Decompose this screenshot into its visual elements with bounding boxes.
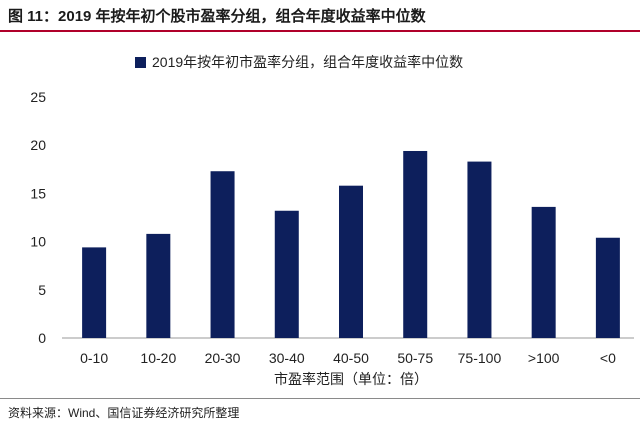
x-tick-label: 50-75 <box>397 350 433 366</box>
x-tick-label: >100 <box>528 350 560 366</box>
x-axis-ticks: 0-10 10-20 20-30 30-40 40-50 50-75 75-100 >100 <… <box>80 350 616 366</box>
bar <box>82 247 107 338</box>
bar <box>146 233 171 338</box>
bar <box>274 210 299 338</box>
x-tick-label: 0-10 <box>80 350 108 366</box>
y-tick-label: 15 <box>30 185 46 201</box>
y-tick-label: 0 <box>38 330 46 346</box>
bar-chart: 2019年按年初市盈率分组，组合年度收益率中位数 0 5 10 15 20 25 0-10… <box>30 54 634 387</box>
bar <box>403 150 428 338</box>
y-tick-label: 5 <box>38 282 46 298</box>
source-note: 资料来源：Wind、国信证券经济研究所整理 <box>8 406 240 420</box>
bar <box>339 185 363 338</box>
y-axis: 0 5 10 15 20 25 <box>30 89 46 346</box>
legend-label: 2019年按年初市盈率分组，组合年度收益率中位数 <box>152 54 463 70</box>
y-tick-label: 25 <box>30 89 46 105</box>
legend-swatch <box>135 57 146 68</box>
title-rule <box>0 30 640 32</box>
y-tick-label: 20 <box>30 137 46 153</box>
x-tick-label: 30-40 <box>269 350 305 366</box>
x-tick-label: <0 <box>600 350 616 366</box>
legend: 2019年按年初市盈率分组，组合年度收益率中位数 <box>135 54 463 70</box>
bar <box>531 206 556 338</box>
x-axis-label: 市盈率范围（单位：倍） <box>274 371 428 387</box>
bars <box>82 150 620 338</box>
y-tick-label: 10 <box>30 234 46 250</box>
x-tick-label: 75-100 <box>458 350 502 366</box>
source-rule <box>0 398 640 399</box>
bar <box>210 171 235 338</box>
bar <box>595 237 620 338</box>
x-tick-label: 40-50 <box>333 350 369 366</box>
figure-title: 图 11：2019 年按年初个股市盈率分组，组合年度收益率中位数 <box>8 8 426 25</box>
x-tick-label: 10-20 <box>140 350 176 366</box>
x-tick-label: 20-30 <box>205 350 241 366</box>
bar <box>467 161 492 338</box>
